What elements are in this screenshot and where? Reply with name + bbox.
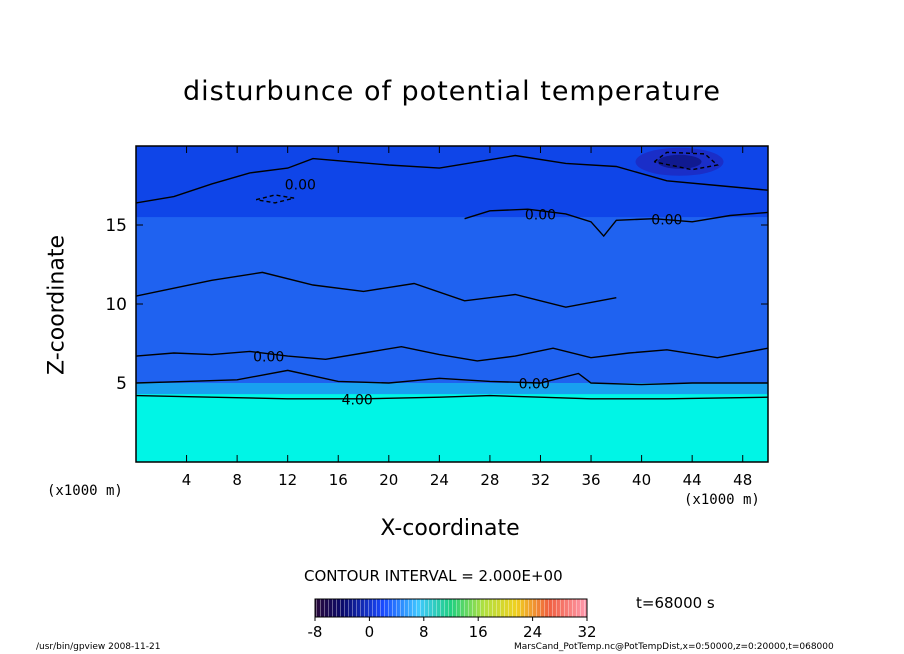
contour-mid-blobs [136, 271, 617, 308]
chart-title: disturbunce of potential temperature [183, 76, 721, 107]
contour-upper-mid [464, 208, 768, 238]
negative-core [657, 154, 702, 169]
x-tick-label-32: 32 [531, 471, 550, 489]
colorbar-tick-label-1: 0 [365, 623, 375, 641]
y-tick-label-15: 15 [105, 216, 127, 236]
contour-four [136, 394, 768, 400]
colorbar-tick-label-0: -8 [308, 623, 323, 641]
contour-lines [136, 151, 768, 400]
contour-surface [136, 369, 768, 386]
colorbar-tick-label-4: 24 [523, 623, 542, 641]
x-unit-left: (x1000 m) [47, 483, 123, 499]
colorbar-tick-label-5: 32 [577, 623, 596, 641]
colorbar-tick-label-2: 8 [419, 623, 429, 641]
x-tick-label-40: 40 [632, 471, 651, 489]
x-ticks: 4 8 12 16 20 24 28 32 36 40 44 48 [182, 146, 752, 489]
y-ticks: 5 10 15 [105, 216, 768, 394]
x-tick-label-48: 48 [733, 471, 752, 489]
x-tick-label-16: 16 [329, 471, 348, 489]
contour-labels: 0.00 0.00 0.00 0.00 0.00 4.00 [253, 178, 682, 409]
contour-label-1: 0.00 [525, 208, 556, 224]
contour-label-3: 0.00 [253, 350, 284, 366]
contour-upper-zero [136, 154, 768, 204]
field-low [136, 394, 768, 462]
x-tick-label-28: 28 [480, 471, 499, 489]
contour-label-4: 0.00 [519, 377, 550, 393]
footer-right: MarsCand_PotTemp.nc@PotTempDist,x=0:5000… [514, 642, 834, 652]
colorbar-ticks: -8 0 8 16 24 32 [308, 617, 597, 641]
y-tick-label-10: 10 [105, 295, 127, 315]
colorbar [314, 598, 588, 618]
field-transition [136, 383, 768, 395]
colorbar-frame [314, 598, 588, 618]
contour-label-2: 0.00 [651, 212, 682, 228]
contour-small-negative [255, 194, 295, 204]
x-tick-label-12: 12 [278, 471, 297, 489]
x-tick-label-24: 24 [430, 471, 449, 489]
contour-lower-zero [136, 345, 768, 362]
colorbar-tick-label-3: 16 [469, 623, 488, 641]
footer-left: /usr/bin/gpview 2008-11-21 [36, 642, 161, 652]
y-tick-label-5: 5 [116, 374, 127, 394]
contour-label-0: 0.00 [285, 178, 316, 194]
x-unit-right: (x1000 m) [684, 492, 760, 508]
x-tick-label-20: 20 [379, 471, 398, 489]
x-axis-label: X-coordinate [380, 516, 520, 541]
time-label: t=68000 s [636, 594, 715, 612]
x-tick-label-4: 4 [182, 471, 192, 489]
heatmap-field [136, 146, 768, 462]
x-tick-label-36: 36 [581, 471, 600, 489]
colorbar-stripes [315, 599, 587, 617]
x-tick-label-44: 44 [683, 471, 702, 489]
x-tick-label-8: 8 [232, 471, 242, 489]
contour-interval-label: CONTOUR INTERVAL = 2.000E+00 [304, 567, 563, 585]
contour-label-5: 4.00 [342, 392, 373, 408]
